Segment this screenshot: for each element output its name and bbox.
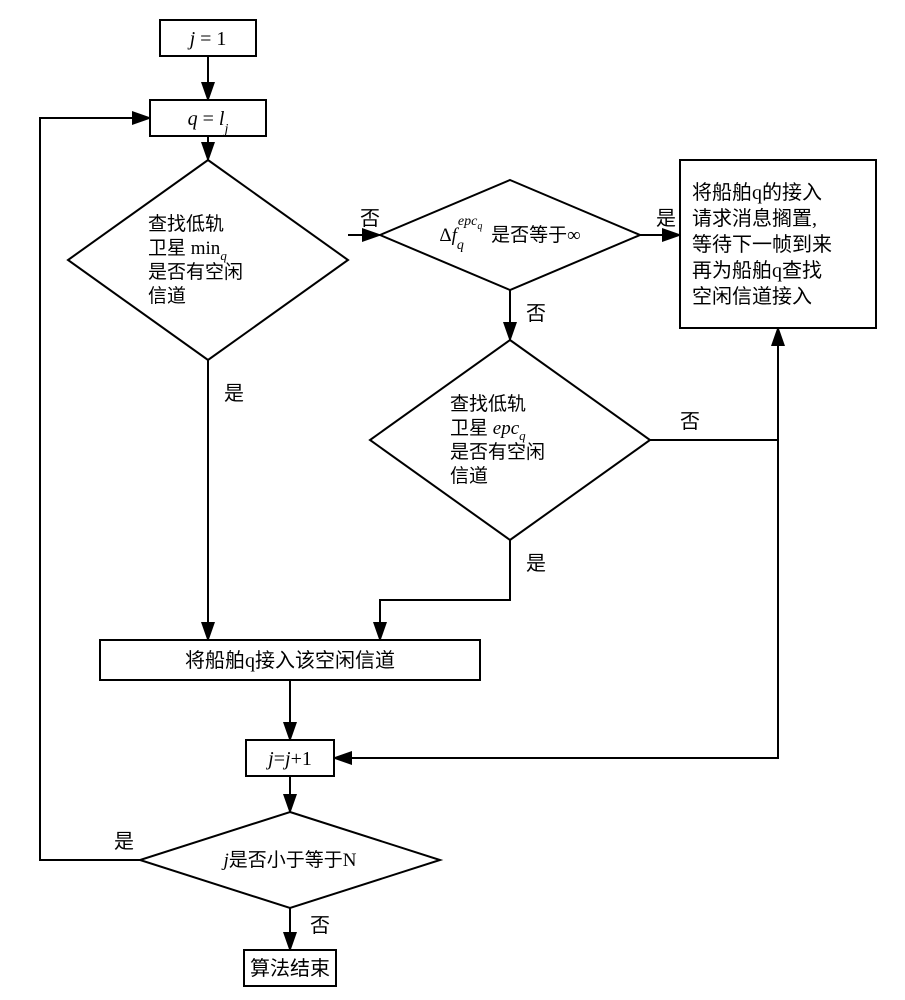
node-text: 空闲信道接入 [692, 285, 812, 308]
node-text: 信道 [450, 465, 488, 487]
edge [650, 328, 778, 440]
edge-label: 否 [680, 411, 700, 433]
node-diamond-n6 [370, 340, 650, 540]
node-diamond-n3 [68, 160, 348, 360]
edge-label: 否 [310, 915, 330, 937]
edge-label: 否 [360, 208, 380, 230]
node-text: j是否小于等于N [220, 849, 356, 871]
node-text: 信道 [148, 285, 186, 307]
edge-label: 是 [526, 553, 546, 575]
node-text: 是否有空闲 [450, 441, 545, 463]
node-text: 是否有空闲 [148, 261, 243, 283]
node-text: 查找低轨 [450, 393, 526, 415]
edge-label: 是 [656, 208, 676, 230]
node-text: 查找低轨 [148, 213, 224, 235]
node-text: 算法结束 [250, 957, 330, 980]
node-text: 将船舶q的接入 [692, 181, 822, 204]
edge-label: 是 [224, 383, 244, 405]
edge-label: 是 [114, 831, 134, 853]
node-text: j = 1 [187, 28, 227, 50]
node-text: 将船舶q接入该空闲信道 [185, 649, 395, 672]
flowchart-canvas: j = 1q = lj查找低轨卫星 minq是否有空闲信道Δfqepcq 是否等… [0, 0, 905, 1000]
node-text: 请求消息搁置, [692, 207, 817, 230]
node-text: j=j+1 [265, 748, 312, 770]
node-text: 再为船舶q查找 [692, 259, 822, 282]
edge [380, 540, 510, 640]
edge-label: 否 [526, 303, 546, 325]
node-text: 等待下一帧到来 [692, 233, 832, 256]
